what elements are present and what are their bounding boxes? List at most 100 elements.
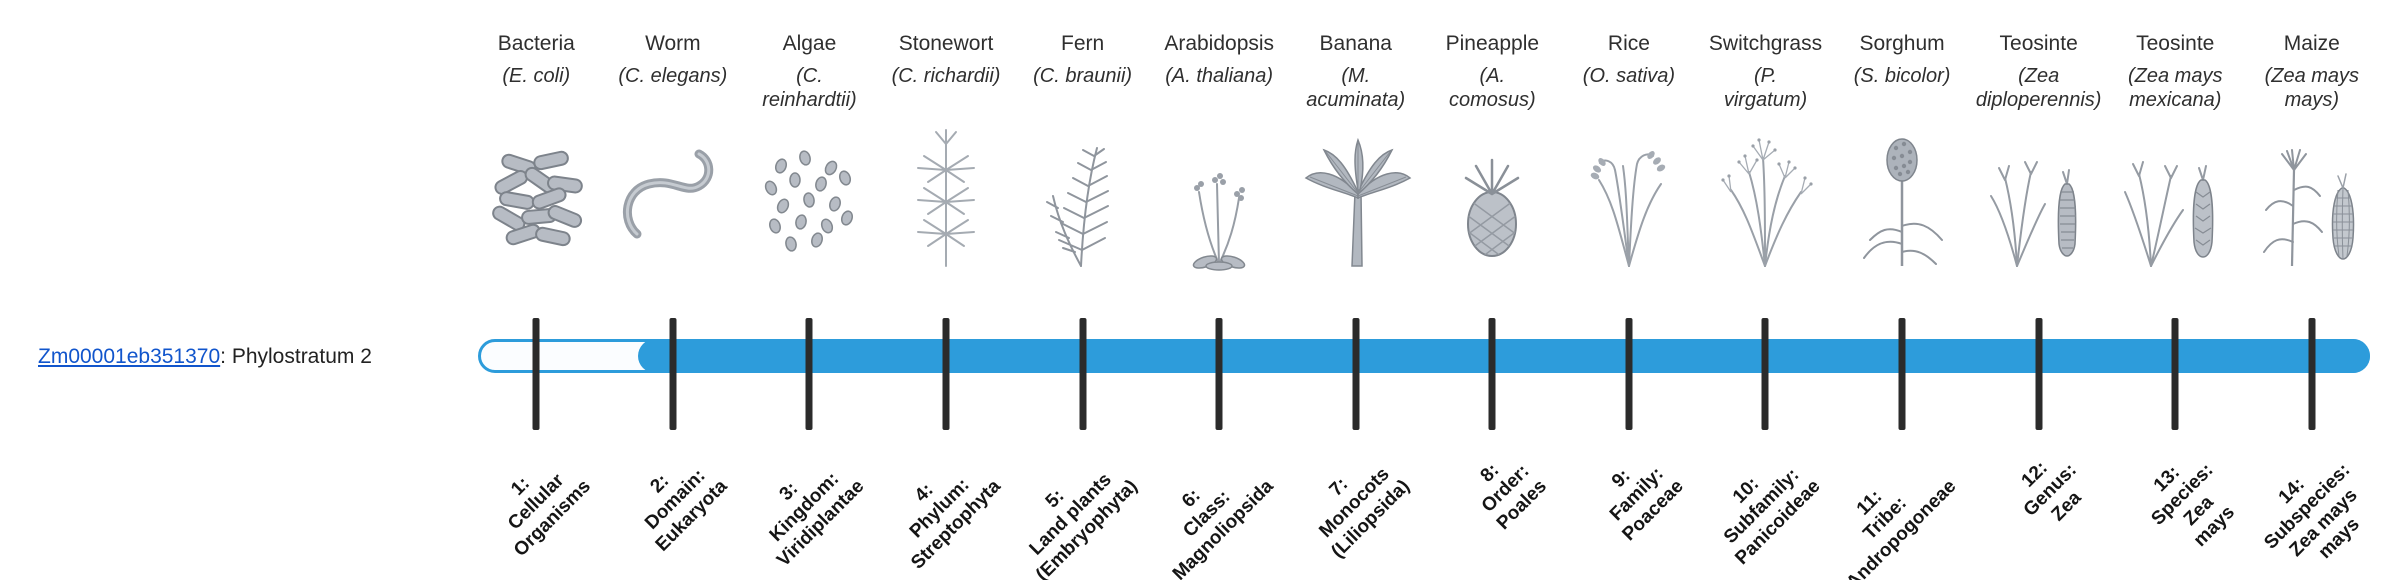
tick-mark (942, 318, 950, 430)
tick-label: 14: Subspecies: Zea mays mays (2260, 459, 2364, 564)
pineapple-icon (1465, 158, 1520, 257)
organism-column: Switchgrass (P. virgatum) (1697, 0, 1834, 580)
tick-label: 1: Cellular Organisms (504, 470, 595, 561)
organism-scientific-name: (A. comosus) (1448, 65, 1536, 112)
organism-scientific-name: (O. sativa) (1582, 65, 1676, 87)
organism-column: Stonewort (C. richardii) 4: Phylum: Stre… (878, 0, 1015, 580)
organism-scientific-name: (C. braunii) (1033, 65, 1133, 87)
rice-icon (1590, 151, 1666, 267)
organism-column: Algae (C. reinhardtii) (741, 0, 878, 580)
stonewort-icon (917, 129, 976, 267)
tick-label: 13: Species: Zea mays (2147, 459, 2240, 552)
tick-mark (1079, 318, 1087, 430)
tick-mark (669, 318, 677, 430)
organism-column: Rice (O. sativa) (1561, 0, 1698, 580)
tick-label: 6: Class: Magnoliopsida (1168, 475, 1278, 580)
organism-image (1979, 124, 2099, 276)
organism-scientific-name: (C. reinhardtii) (762, 65, 857, 112)
arabidopsis-icon (1192, 173, 1246, 271)
organism-image (1842, 124, 1962, 276)
tick-mark (2308, 318, 2316, 430)
organism-name: Fern (1061, 32, 1105, 55)
organism-column: Teosinte (Zea mays mexicana) (2107, 0, 2244, 580)
organism-image (1159, 124, 1279, 276)
sorghum-icon (1863, 138, 1944, 266)
gene-phylostratum-text: : Phylostratum 2 (220, 345, 372, 368)
fern-icon (1045, 147, 1109, 267)
teosinte-mexicana-icon (2124, 161, 2214, 267)
organism-name: Pineapple (1445, 32, 1540, 55)
tick-mark (1761, 318, 1769, 430)
organism-scientific-name: (C. elegans) (618, 65, 728, 87)
organism-image (613, 124, 733, 276)
organism-image (476, 124, 596, 276)
algae-icon (765, 150, 854, 252)
tick-mark (1215, 318, 1223, 430)
tick-mark (805, 318, 813, 430)
maize-icon (2262, 149, 2355, 267)
organism-name: Arabidopsis (1164, 32, 1275, 55)
tick-mark (532, 318, 540, 430)
organism-image (2115, 124, 2235, 276)
organism-image (2252, 124, 2372, 276)
tick-mark (1625, 318, 1633, 430)
organism-scientific-name: (A. thaliana) (1165, 65, 1274, 87)
organism-column: Pineapple (A. comosus) 8: Order: Poales (1424, 0, 1561, 580)
organism-name: Sorghum (1859, 32, 1945, 55)
organism-image (1023, 124, 1143, 276)
organism-scientific-name: (Zea diploperennis) (1975, 65, 2102, 112)
organism-image (1432, 124, 1552, 276)
gene-label: Zm00001eb351370: Phylostratum 2 (38, 345, 372, 369)
tick-mark (2171, 318, 2179, 430)
organism-image (886, 124, 1006, 276)
tick-label: 2: Domain: Eukaryota (641, 465, 732, 556)
tick-label: 12: Genus: Zea (2017, 457, 2086, 526)
organism-name: Worm (645, 32, 701, 55)
organism-scientific-name: (Zea mays mexicana) (2127, 65, 2223, 112)
organism-image (1705, 124, 1825, 276)
organism-column: Sorghum (S. bicolor) (1834, 0, 1971, 580)
organism-image (749, 124, 869, 276)
tick-label: 7: Monocots (Liliopsida) (1316, 463, 1415, 563)
worm-icon (622, 149, 714, 239)
tick-label: 3: Kingdom: Viridiplantae (765, 468, 868, 571)
organism-column: Arabidopsis (A. thaliana) (1151, 0, 1288, 580)
phylostratum-bar-fill (638, 339, 2370, 373)
tick-label: 4: Phylum: Streptophyta (905, 474, 1005, 574)
tick-label: 8: Order: Poales (1476, 459, 1551, 534)
organism-name: Stonewort (898, 32, 994, 55)
banana-icon (1304, 137, 1412, 267)
organism-scientific-name: (E. coli) (502, 65, 571, 87)
bacteria-icon (492, 150, 584, 247)
tick-mark (1488, 318, 1496, 430)
tick-label: 5: Land plants (Embryophyta) (1025, 469, 1142, 580)
organism-name: Switchgrass (1708, 32, 1823, 55)
organism-column: Banana (M. acuminata) (1287, 0, 1424, 580)
tick-mark (1352, 318, 1360, 430)
teosinte-diploperennis-icon (1989, 161, 2076, 267)
organism-name: Banana (1319, 32, 1392, 55)
tick-mark (1898, 318, 1906, 430)
gene-link[interactable]: Zm00001eb351370 (38, 345, 221, 368)
organism-scientific-name: (M. acuminata) (1306, 65, 1406, 112)
organism-column: Maize (Zea mays mays) (2244, 0, 2381, 580)
organism-column: Bacteria (E. coli) (468, 0, 605, 580)
organism-scientific-name: (P. virgatum) (1723, 65, 1808, 112)
organism-name: Rice (1607, 32, 1650, 55)
tick-label: 10: Subfamily: Panicoideae (1719, 464, 1825, 569)
organism-name: Algae (782, 32, 837, 55)
tick-label: 9: Family: Poaceae (1605, 463, 1688, 546)
organism-image (1569, 124, 1689, 276)
organism-scientific-name: (C. richardii) (891, 65, 1001, 87)
organism-column: Worm (C. elegans) 2: Domain: Eukaryota (605, 0, 742, 580)
tick-mark (2035, 318, 2043, 430)
organism-name: Teosinte (2136, 32, 2215, 55)
organism-scientific-name: (Zea mays mays) (2264, 65, 2360, 112)
organism-image (1296, 124, 1416, 276)
phylostrata-columns: Bacteria (E. coli) (468, 0, 2380, 580)
organism-name: Teosinte (1999, 32, 2078, 55)
organism-column: Teosinte (Zea diploperennis) (1970, 0, 2107, 580)
switchgrass-icon (1721, 138, 1814, 267)
organism-column: Fern (C. braunii) 5: Land plants (Embryo… (1014, 0, 1151, 580)
